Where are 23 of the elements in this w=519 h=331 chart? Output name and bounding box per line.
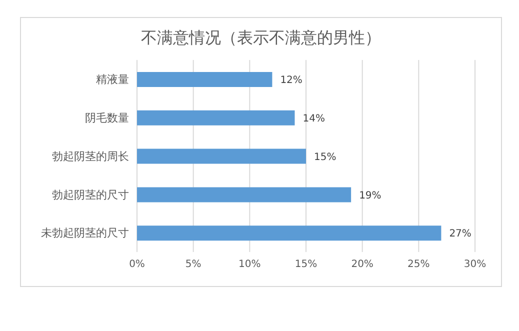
x-tick-label: 25% <box>408 259 430 270</box>
data-label: 15% <box>314 152 336 163</box>
x-tick-label: 30% <box>464 259 486 270</box>
x-tick-label: 0% <box>129 259 145 270</box>
x-tick-label: 20% <box>351 259 374 270</box>
bar <box>137 148 306 164</box>
data-label: 12% <box>280 75 302 86</box>
y-tick-label: 勃起阴茎的周长 <box>52 150 129 163</box>
y-tick-label: 阴毛数量 <box>85 112 129 125</box>
bar <box>137 226 442 241</box>
bar <box>137 110 295 126</box>
y-tick-label: 未勃起阴茎的尺寸 <box>41 226 129 240</box>
data-label: 19% <box>359 190 382 202</box>
chart-title: 不满意情况（表示不满意的男性） <box>140 28 382 49</box>
data-label: 27% <box>449 228 472 240</box>
x-tick-label: 15% <box>294 259 318 270</box>
data-label: 14% <box>302 113 325 124</box>
x-tick-label: 10% <box>238 259 261 270</box>
y-tick-label: 精液量 <box>96 73 129 86</box>
bar <box>137 187 352 202</box>
bar <box>137 72 272 87</box>
x-tick-label: 5% <box>185 259 202 270</box>
y-tick-label: 勃起阴茎的尺寸 <box>52 188 129 202</box>
